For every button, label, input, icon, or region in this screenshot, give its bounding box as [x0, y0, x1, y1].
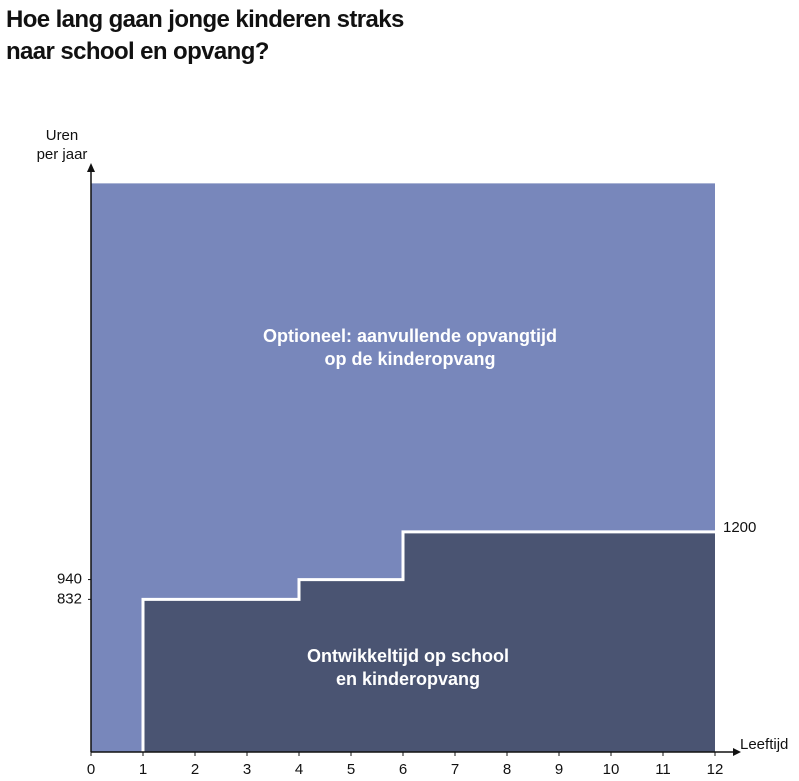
region-label: Ontwikkeltijd op school en kinderopvang: [306, 646, 510, 689]
x-tick-label: 0: [87, 761, 95, 778]
x-tick-label: 4: [295, 761, 303, 778]
x-tick-label: 10: [603, 761, 620, 778]
x-tick-label: 11: [655, 761, 671, 778]
x-tick-label: 6: [399, 761, 407, 778]
y-tick-label: 940: [57, 571, 82, 588]
y-tick-label: 832: [57, 590, 82, 607]
y-axis-label: Uren per jaar: [36, 127, 88, 163]
x-axis-label: Leeftijd: [740, 736, 789, 753]
x-tick-label: 9: [555, 761, 563, 778]
x-tick-label: 3: [243, 761, 251, 778]
chart-title: Hoe lang gaan jonge kinderen straks naar…: [6, 6, 404, 65]
x-tick-label: 8: [503, 761, 511, 778]
x-tick-label: 7: [451, 761, 459, 778]
x-tick-label: 2: [191, 761, 199, 778]
data-label: 1200: [723, 519, 756, 536]
step-outline: [141, 530, 715, 752]
x-tick-label: 12: [707, 761, 724, 778]
y-axis-arrow: [87, 163, 95, 172]
area: [143, 531, 715, 752]
region-label: Optioneel: aanvullende opvangtijd op de …: [262, 326, 558, 369]
x-tick-label: 1: [139, 761, 147, 778]
x-axis-arrow: [733, 748, 741, 756]
x-tick-label: 5: [347, 761, 355, 778]
